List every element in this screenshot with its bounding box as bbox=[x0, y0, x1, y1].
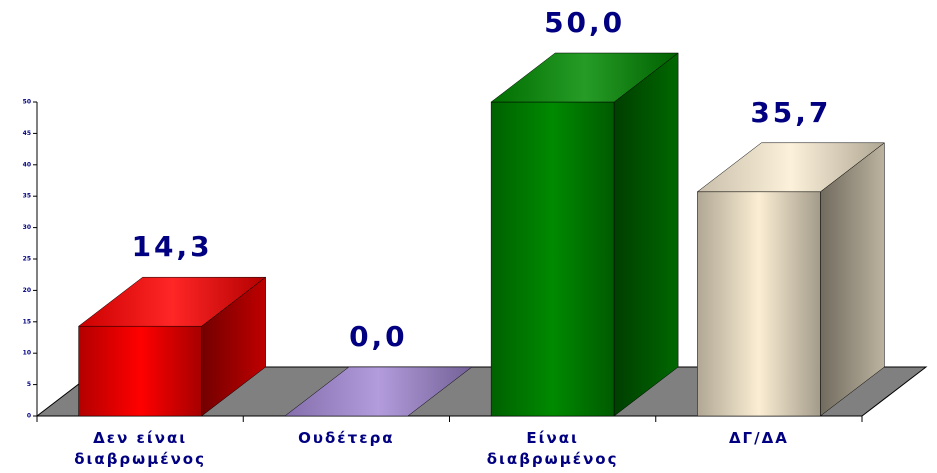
y-tick-label: 35 bbox=[23, 193, 31, 200]
bar-front bbox=[78, 325, 202, 417]
y-tick-label: 0 bbox=[27, 413, 31, 420]
y-tick-label: 50 bbox=[23, 99, 31, 106]
bar-top bbox=[696, 142, 886, 193]
bar-top bbox=[77, 276, 267, 327]
y-tick-label: 45 bbox=[23, 130, 31, 137]
y-tick-label: 20 bbox=[23, 287, 31, 294]
y-tick-label: 10 bbox=[23, 350, 31, 357]
value-label: 35,7 bbox=[750, 96, 831, 129]
y-tick-label: 5 bbox=[27, 381, 31, 388]
value-label: 0,0 bbox=[349, 320, 408, 353]
value-label: 50,0 bbox=[544, 6, 625, 39]
y-tick-label: 30 bbox=[23, 224, 31, 231]
value-label: 14,3 bbox=[132, 230, 213, 263]
bar-top bbox=[284, 366, 473, 417]
y-tick-label: 15 bbox=[23, 318, 31, 325]
x-tick-label: Είναι διαβρωμένος bbox=[486, 429, 619, 468]
y-tick-label: 25 bbox=[23, 256, 31, 263]
y-tick-label: 40 bbox=[23, 161, 31, 168]
x-tick-label: Ουδέτερα bbox=[298, 429, 395, 447]
bar-front bbox=[697, 191, 821, 417]
x-tick-label: Δεν είναι διαβρωμένος bbox=[74, 429, 207, 468]
x-tick-label: ΔΓ/ΔΑ bbox=[728, 429, 789, 447]
bar-top bbox=[490, 52, 679, 103]
bar-side bbox=[613, 52, 679, 417]
bar-front bbox=[490, 101, 615, 417]
